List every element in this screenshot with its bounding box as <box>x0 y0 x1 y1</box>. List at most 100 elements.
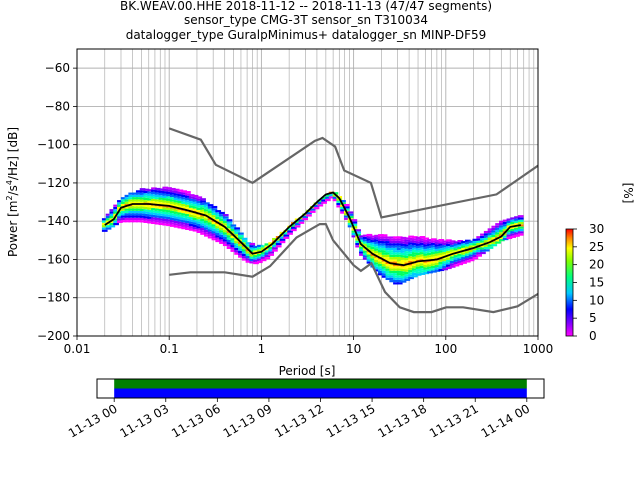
density-cell <box>154 199 161 202</box>
density-cell <box>389 245 396 248</box>
density-cell <box>113 222 119 226</box>
density-cell <box>438 264 445 267</box>
density-cell <box>419 252 426 255</box>
density-cell <box>351 219 358 222</box>
density-cell <box>408 258 414 261</box>
density-cell <box>381 273 388 276</box>
density-cell <box>211 215 218 218</box>
density-cell <box>377 234 384 237</box>
density-cell <box>351 230 358 233</box>
colorbar-tick-label: 10 <box>589 293 604 307</box>
density-cell <box>158 190 165 193</box>
density-cell <box>396 282 403 285</box>
density-cell <box>238 239 244 242</box>
density-cell <box>487 228 494 231</box>
density-cell <box>419 263 426 266</box>
density-cell <box>468 254 475 257</box>
density-cell <box>366 259 373 262</box>
density-cell <box>396 247 403 250</box>
density-cell <box>169 194 176 198</box>
density-cell <box>381 234 388 237</box>
density-cell <box>192 206 199 209</box>
density-cell <box>370 263 377 266</box>
density-cell <box>143 220 150 223</box>
density-cell <box>374 250 380 254</box>
density-cell <box>162 193 169 196</box>
density-cell <box>158 195 165 198</box>
density-cell <box>468 256 475 259</box>
density-cell <box>385 236 392 239</box>
density-cell <box>362 257 369 260</box>
density-cell <box>419 261 426 264</box>
density-cell <box>169 199 176 202</box>
density-cell <box>158 218 165 221</box>
density-cell <box>215 226 222 229</box>
y-tick-label: −180 <box>37 291 70 305</box>
density-cell <box>166 212 172 215</box>
density-cell <box>200 202 206 205</box>
density-cell <box>438 261 445 265</box>
density-cell <box>506 229 513 233</box>
density-cell <box>396 266 403 269</box>
x-tick-label: 0.01 <box>64 342 91 356</box>
density-cell <box>514 218 520 221</box>
density-cell <box>400 248 407 251</box>
density-cell <box>143 211 150 214</box>
density-cell <box>192 229 199 232</box>
coverage-tick-label: 11-13 18 <box>375 401 429 440</box>
density-cell <box>449 249 456 252</box>
density-cell <box>480 249 486 252</box>
density-cell <box>393 250 399 253</box>
density-cell <box>264 243 271 246</box>
density-cell <box>385 250 392 253</box>
density-cell <box>204 204 210 207</box>
density-cell <box>177 219 184 222</box>
density-cell <box>177 200 184 204</box>
density-cell <box>215 216 222 220</box>
density-cell <box>472 252 479 255</box>
density-cell <box>495 234 501 237</box>
density-cell <box>234 227 240 230</box>
density-cell <box>181 217 188 221</box>
density-cell <box>230 231 237 234</box>
density-cell <box>173 191 180 194</box>
density-cell <box>166 200 172 204</box>
density-cell <box>442 245 448 248</box>
density-cell <box>173 202 180 205</box>
density-cell <box>151 191 157 195</box>
density-cell <box>377 263 384 267</box>
density-cell <box>487 235 494 238</box>
density-cell <box>135 192 142 195</box>
density-cell <box>264 257 271 260</box>
density-cell <box>162 216 169 219</box>
density-cell <box>192 194 199 198</box>
density-cell <box>446 248 452 251</box>
density-cell <box>427 257 433 260</box>
density-cell <box>438 268 445 272</box>
density-cell <box>158 220 165 223</box>
density-cell <box>200 209 206 212</box>
density-cell <box>173 225 180 228</box>
density-cell <box>419 247 426 250</box>
density-cell <box>393 277 399 280</box>
density-cell <box>464 260 471 263</box>
density-cell <box>328 196 335 199</box>
density-cell <box>173 213 180 217</box>
density-cell <box>389 268 396 271</box>
density-cell <box>393 247 399 251</box>
density-cell <box>446 246 452 249</box>
density-cell <box>196 207 203 211</box>
density-cell <box>510 235 517 238</box>
density-cell <box>461 240 467 244</box>
density-cell <box>359 239 365 243</box>
density-cell <box>113 211 119 214</box>
density-cell <box>147 216 153 219</box>
density-cell <box>396 256 403 260</box>
density-cell <box>404 274 411 277</box>
density-cell <box>498 223 505 226</box>
density-cell <box>181 206 188 209</box>
density-cell <box>461 257 467 260</box>
density-cell <box>162 218 169 221</box>
density-cell <box>483 246 490 250</box>
density-cell <box>241 242 248 245</box>
